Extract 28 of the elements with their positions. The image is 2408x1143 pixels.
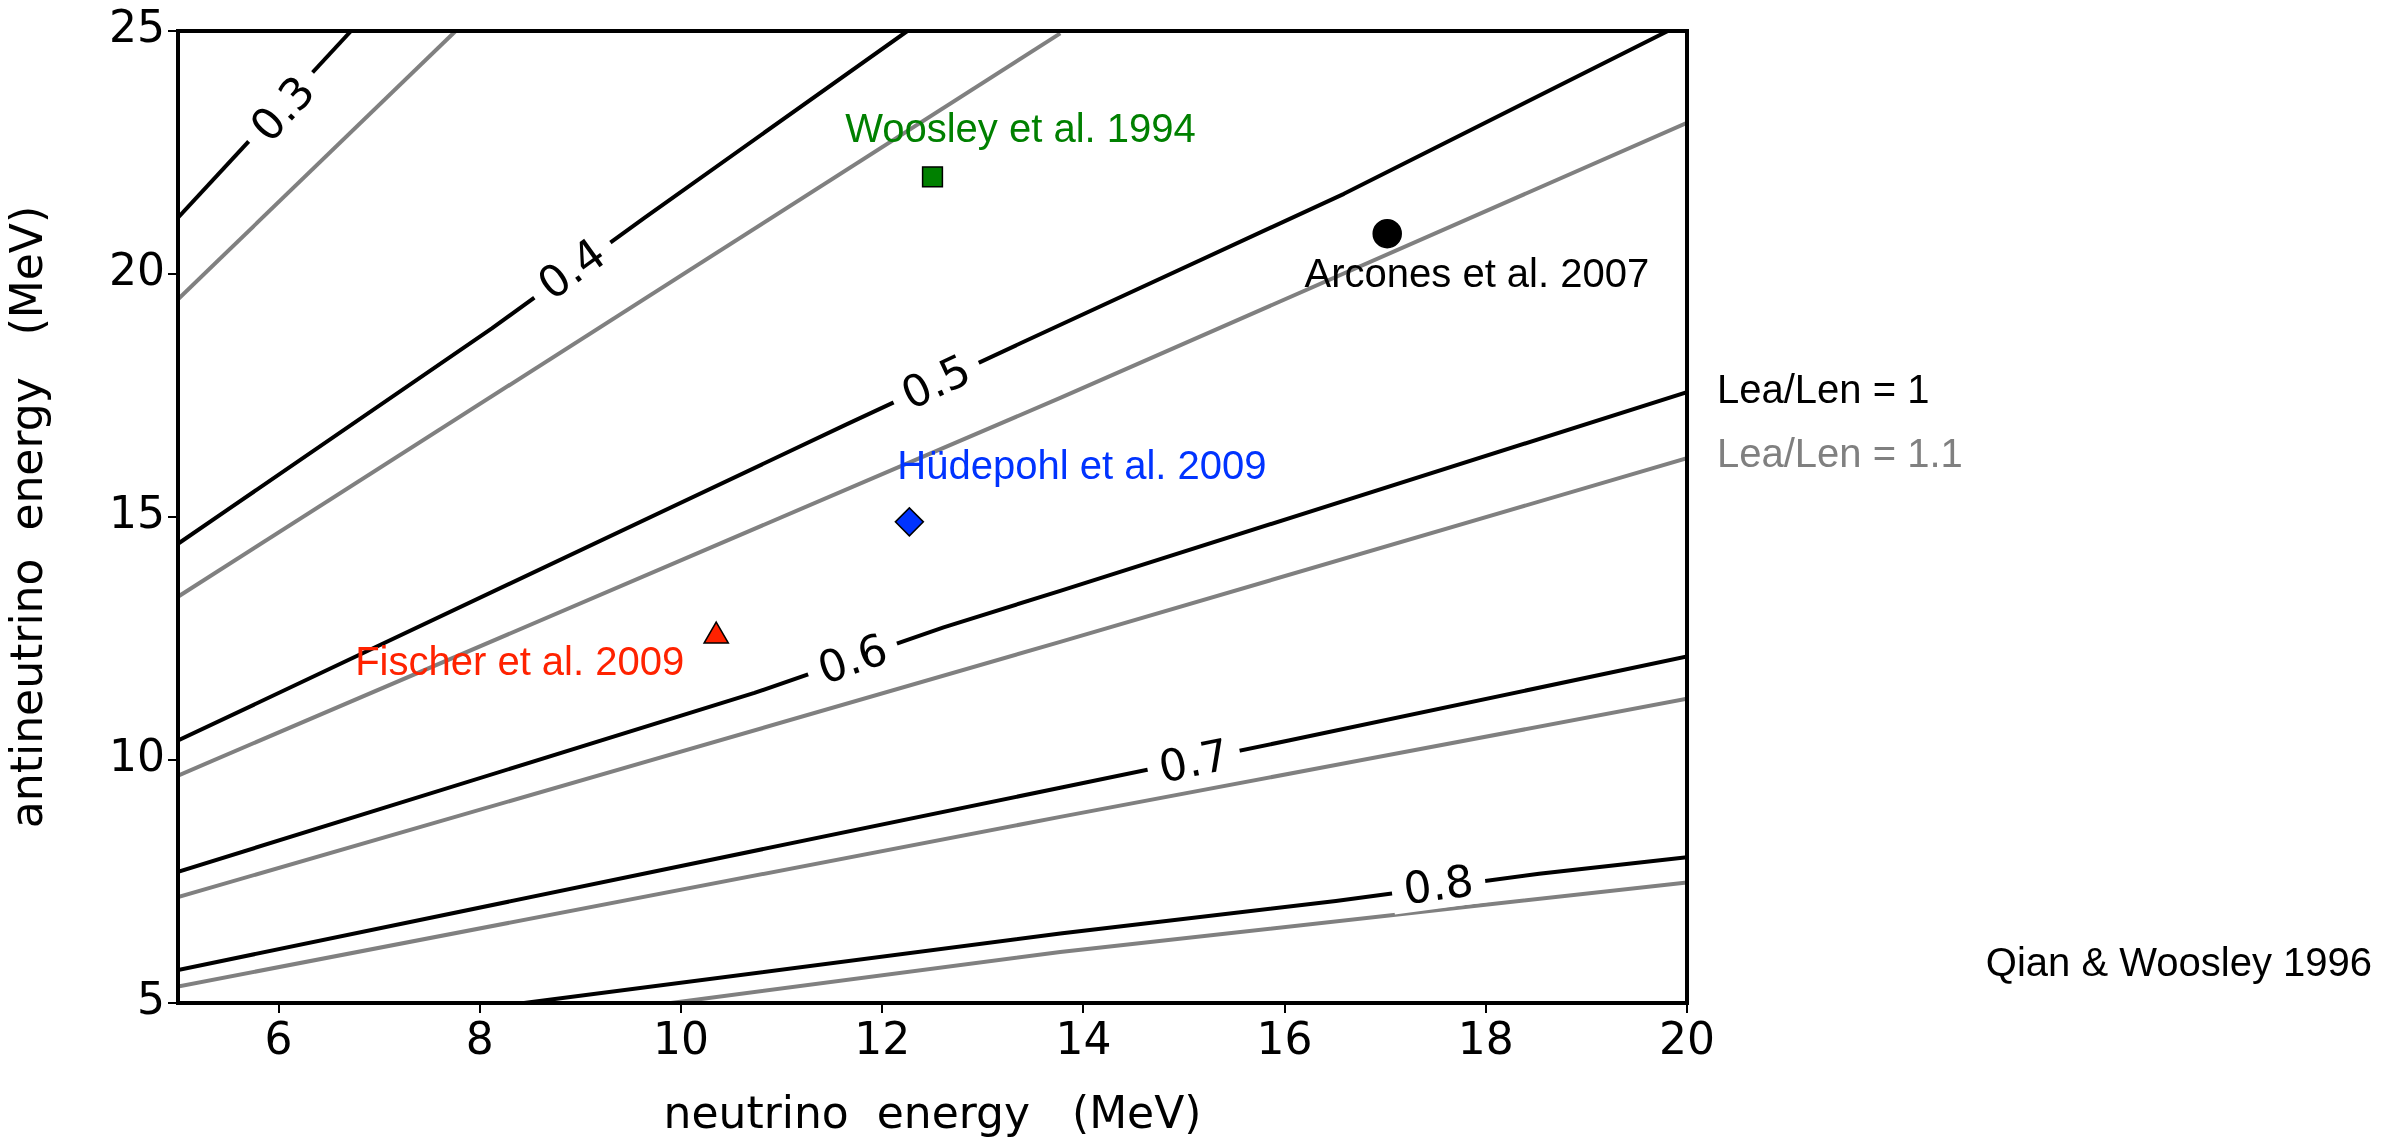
y-axis-title: antineutrino energy (MeV) (0, 205, 52, 829)
x-tick-label: 18 (1457, 1012, 1514, 1064)
series-label: Hüdepohl et al. 2009 (897, 442, 1267, 487)
y-tick-label: 10 (109, 730, 165, 782)
y-tick-label: 20 (109, 244, 165, 296)
x-tick-label: 16 (1256, 1012, 1313, 1064)
x-tick-label: 14 (1055, 1012, 1112, 1064)
annotation: 0.4 (527, 227, 615, 310)
annotation: 0.8 (1400, 854, 1477, 915)
x-tick-label: 10 (653, 1012, 709, 1064)
x-tick-label: 20 (1659, 1012, 1715, 1064)
annotation: 0.5 (893, 343, 979, 420)
y-tick-label: 5 (137, 973, 165, 1025)
x-tick-label: 12 (854, 1012, 911, 1064)
series-label: Lea/Len = 1 (1717, 367, 1930, 412)
y-tick-label: 15 (109, 487, 165, 539)
series-label: Fischer et al. 2009 (355, 639, 685, 684)
x-axis-title: neutrino energy (MeV) (663, 1087, 1202, 1139)
annotation: 0.7 (1154, 728, 1234, 793)
text: Qian & Woosley 1996 (1985, 940, 2372, 985)
series-label: Arcones et al. 2007 (1304, 250, 1650, 295)
annotation: 0.3 (239, 65, 325, 152)
x-tick-label: 6 (264, 1012, 293, 1064)
series-label: Lea/Len = 1.1 (1717, 431, 1963, 476)
x-tick-label: 8 (465, 1012, 494, 1064)
y-tick-label: 25 (109, 1, 165, 53)
annotation: 0.6 (810, 622, 894, 694)
series-label: Woosley et al. 1994 (845, 105, 1196, 150)
